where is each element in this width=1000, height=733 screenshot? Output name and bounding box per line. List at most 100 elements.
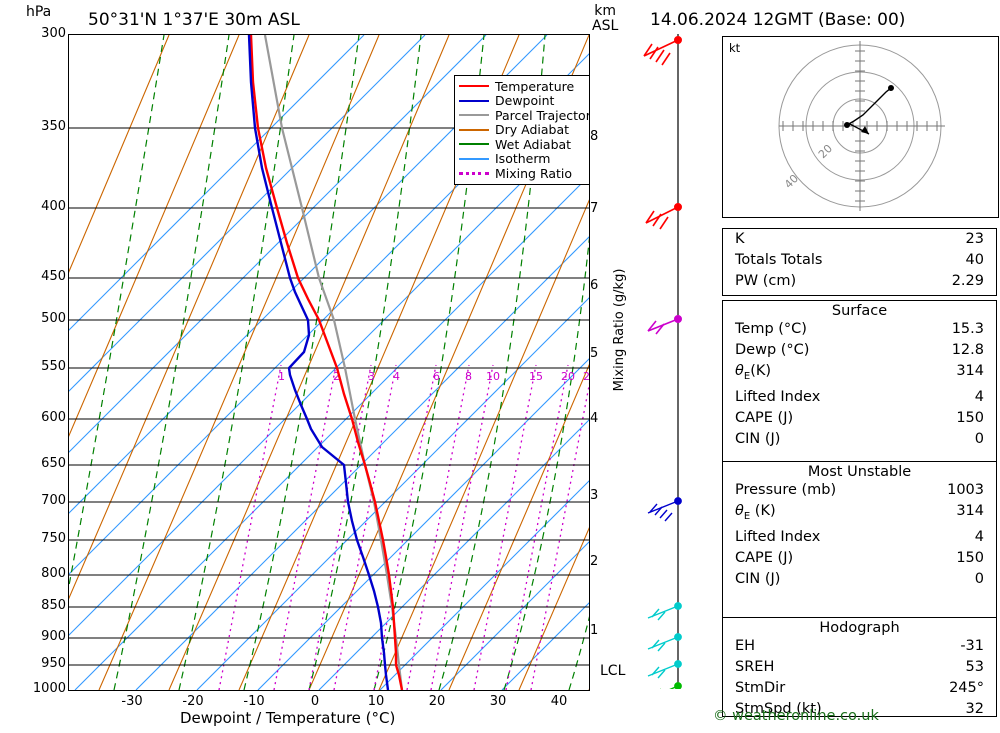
hodograph-stats-value: 32 bbox=[965, 701, 984, 717]
most-unstable-row: θE (K) 314 bbox=[723, 501, 996, 527]
legend-label: Dewpoint bbox=[495, 93, 555, 109]
hodograph-stats-value: -31 bbox=[960, 638, 984, 654]
svg-text:20: 20 bbox=[561, 370, 575, 383]
indices-key: K bbox=[735, 231, 745, 247]
height-axis: 1 2 3 4 5 6 7 8 bbox=[590, 34, 640, 689]
legend-swatch-dry-adiabat bbox=[459, 128, 489, 131]
temperature-tick: -30 bbox=[121, 694, 143, 709]
legend-item: Dewpoint bbox=[459, 93, 589, 109]
wind-barb-850 bbox=[647, 602, 682, 621]
indices-row: Totals Totals 40 bbox=[723, 250, 996, 271]
temperature-tick: 10 bbox=[367, 694, 385, 709]
height-tick: 6 bbox=[590, 278, 599, 293]
legend-label: Wet Adiabat bbox=[495, 136, 572, 152]
legend-swatch-mixing-ratio bbox=[459, 171, 489, 175]
svg-text:8: 8 bbox=[465, 370, 472, 383]
pressure-tick: 1000 bbox=[32, 681, 66, 696]
hodograph-stats-row: EH -31 bbox=[723, 636, 996, 657]
wind-barb-300 bbox=[643, 35, 682, 66]
surface-value: 314 bbox=[956, 363, 984, 379]
height-tick: 2 bbox=[590, 554, 599, 569]
most-unstable-row: CAPE (J) 150 bbox=[723, 548, 996, 569]
indices-value: 23 bbox=[965, 231, 984, 247]
indices-value: 2.29 bbox=[951, 273, 984, 289]
x-axis-label: Dewpoint / Temperature (°C) bbox=[180, 709, 396, 727]
height-tick: 3 bbox=[590, 488, 599, 503]
legend-item: Isotherm bbox=[459, 151, 589, 167]
most-unstable-key: CIN (J) bbox=[735, 570, 781, 587]
skewt-plot-area[interactable]: 1 2 3 4 6 8 10 15 20 25 bbox=[68, 34, 590, 691]
pressure-tick: 350 bbox=[41, 119, 66, 134]
hodograph-stats-row: SREH 53 bbox=[723, 657, 996, 678]
height-tick: 7 bbox=[590, 201, 599, 216]
legend-swatch-isotherm bbox=[459, 157, 489, 160]
surface-value: 15.3 bbox=[951, 321, 984, 337]
hodograph-plot[interactable]: kt bbox=[722, 36, 999, 218]
pressure-tick: 500 bbox=[41, 311, 66, 326]
legend-swatch-temperature bbox=[459, 85, 489, 88]
wind-barb-950 bbox=[647, 660, 682, 679]
surface-value: 4 bbox=[974, 388, 984, 405]
pressure-tick: 800 bbox=[41, 566, 66, 581]
indices-key: PW (cm) bbox=[735, 273, 797, 289]
indices-key: Totals Totals bbox=[735, 252, 823, 268]
surface-title: Surface bbox=[831, 303, 888, 319]
pressure-axis-unit-label: hPa bbox=[26, 4, 52, 20]
info-panel: 14.06.2024 12GMT (Base: 00) kt bbox=[640, 0, 1000, 733]
hodograph-stats-key: EH bbox=[735, 638, 756, 654]
height-tick: 5 bbox=[590, 346, 599, 361]
pressure-tick: 400 bbox=[41, 199, 66, 214]
pressure-tick: 850 bbox=[41, 598, 66, 613]
svg-text:2: 2 bbox=[333, 370, 340, 383]
hodograph-ring-label: 20 bbox=[816, 142, 835, 161]
lcl-label: LCL bbox=[600, 663, 626, 679]
mixing-ratio-lines bbox=[218, 364, 589, 690]
surface-row: CIN (J) 0 bbox=[723, 429, 996, 450]
wind-barb-400 bbox=[645, 203, 682, 230]
height-axis-unit-label: km ASL bbox=[592, 3, 619, 34]
temperature-tick: -20 bbox=[182, 694, 204, 709]
hodograph-stats-value: 53 bbox=[965, 659, 984, 675]
skewt-panel: hPa 50°31'N 1°37'E 30m ASL km ASL 300 350… bbox=[26, 3, 682, 727]
pressure-gridlines bbox=[69, 127, 589, 666]
temperature-tick: 30 bbox=[489, 694, 507, 709]
pressure-tick: 650 bbox=[41, 456, 66, 471]
pressure-tick: 950 bbox=[41, 656, 66, 671]
legend-label: Parcel Trajectory bbox=[495, 107, 590, 123]
surface-key: θE(K) bbox=[735, 363, 772, 382]
hodograph-svg: 20 40 bbox=[778, 41, 945, 211]
most-unstable-value: 0 bbox=[974, 570, 984, 587]
legend-label: Isotherm bbox=[495, 151, 551, 167]
hodograph-stats-value: 245° bbox=[949, 680, 984, 696]
wind-barb-500 bbox=[647, 314, 682, 335]
surface-key: Temp (°C) bbox=[735, 321, 807, 337]
copyright-notice: © weatheronline.co.uk bbox=[713, 708, 879, 724]
most-unstable-row: CIN (J) 0 bbox=[723, 569, 996, 590]
svg-text:15: 15 bbox=[529, 370, 543, 383]
legend-label: Mixing Ratio bbox=[495, 165, 573, 181]
wind-barbs-svg bbox=[643, 34, 682, 701]
dewpoint-line bbox=[247, 35, 390, 690]
temperature-line bbox=[249, 35, 404, 690]
svg-text:25: 25 bbox=[583, 370, 589, 383]
surface-box: Surface Temp (°C) 15.3 Dewp (°C) 12.8 θE… bbox=[722, 300, 997, 465]
most-unstable-value: 314 bbox=[956, 503, 984, 519]
surface-row: θE(K) 314 bbox=[723, 361, 996, 387]
height-tick: 8 bbox=[590, 129, 599, 144]
mixing-ratio-tick-labels: 1 2 3 4 6 8 10 15 20 25 bbox=[278, 370, 589, 383]
svg-text:6: 6 bbox=[433, 370, 440, 383]
legend-label: Temperature bbox=[495, 78, 575, 94]
pressure-tick: 700 bbox=[41, 493, 66, 508]
pressure-tick: 900 bbox=[41, 629, 66, 644]
temperature-tick: 0 bbox=[310, 694, 320, 709]
pressure-tick: 300 bbox=[41, 26, 66, 41]
indices-row: PW (cm) 2.29 bbox=[723, 271, 996, 292]
hodograph-trace bbox=[846, 87, 892, 126]
plot-title: 50°31'N 1°37'E 30m ASL bbox=[88, 10, 300, 30]
most-unstable-value: 4 bbox=[974, 528, 984, 545]
most-unstable-row: Lifted Index 4 bbox=[723, 527, 996, 548]
legend-item: Dry Adiabat bbox=[459, 122, 589, 138]
wind-barb-700 bbox=[647, 497, 682, 522]
temperature-tick: 40 bbox=[550, 694, 568, 709]
legend-label: Dry Adiabat bbox=[495, 122, 570, 138]
